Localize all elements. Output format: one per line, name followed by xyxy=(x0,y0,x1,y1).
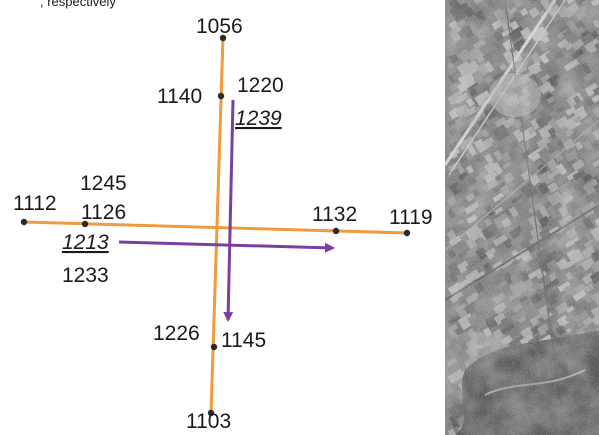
point-top-end xyxy=(219,34,227,42)
point-vertical-upper xyxy=(217,92,225,100)
satellite-image xyxy=(445,0,599,435)
label-right-end: 1119 xyxy=(389,206,433,229)
label-right-node: 1132 xyxy=(312,203,357,226)
label-upper-right-b: 1239 xyxy=(235,107,282,130)
label-vertical-upper-node: 1140 xyxy=(157,85,202,108)
horizontal-flight-arrow xyxy=(118,240,335,253)
label-left-end: 1112 xyxy=(13,192,57,215)
point-right-node xyxy=(332,227,340,235)
label-left-node-bottom: 1126 xyxy=(81,201,126,224)
label-top-end: 1056 xyxy=(196,15,243,38)
survey-line-diagram: , respectively 1056 1140 1220 1239 1245 … xyxy=(13,0,433,433)
point-lower-node xyxy=(210,343,218,351)
label-under-left-a: 1213 xyxy=(62,231,109,254)
label-under-left-b: 1233 xyxy=(62,264,109,287)
vertical-survey-line xyxy=(209,37,225,415)
point-bottom-end xyxy=(207,409,215,417)
point-right-end xyxy=(403,229,411,237)
vertical-flight-arrow xyxy=(223,99,235,322)
point-left-end xyxy=(20,218,28,226)
label-bottom-end: 1103 xyxy=(186,410,231,433)
label-lower-node-right: 1145 xyxy=(221,329,266,352)
label-upper-right-a: 1220 xyxy=(237,74,284,97)
satellite-photo-icon xyxy=(445,0,599,435)
point-left-node xyxy=(81,220,89,228)
caption-fragment: , respectively xyxy=(40,0,116,9)
label-lower-node-left: 1226 xyxy=(153,322,200,345)
label-left-node-top: 1245 xyxy=(80,172,127,195)
